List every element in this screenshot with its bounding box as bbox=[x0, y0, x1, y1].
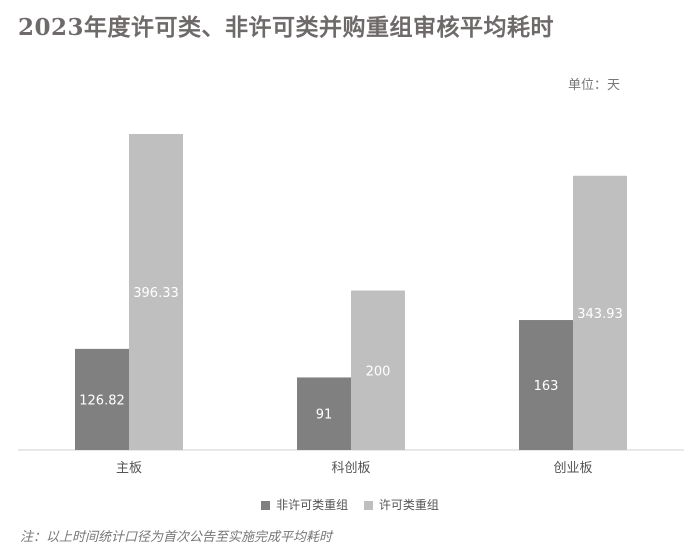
footnote: 注：以上时间统计口径为首次公告至实施完成平均耗时 bbox=[20, 530, 333, 545]
legend-label-non-licensed: 非许可类重组 bbox=[276, 498, 349, 512]
data-label-licensed-0: 396.33 bbox=[133, 286, 179, 301]
bar-licensed-1 bbox=[351, 290, 405, 450]
category-label-0: 主板 bbox=[116, 461, 142, 476]
bar-licensed-2 bbox=[573, 175, 627, 450]
bar-licensed-0 bbox=[129, 134, 183, 450]
data-label-non-licensed-1: 91 bbox=[316, 408, 333, 423]
category-label-2: 创业板 bbox=[553, 461, 592, 476]
data-label-licensed-1: 200 bbox=[366, 364, 391, 379]
data-label-non-licensed-2: 163 bbox=[534, 379, 559, 394]
bar-non-licensed-0 bbox=[75, 348, 129, 450]
bar-non-licensed-2 bbox=[519, 320, 573, 450]
chart-title: 2023年度许可类、非许可类并购重组审核平均耗时 bbox=[18, 14, 555, 41]
unit-label: 单位：天 bbox=[568, 78, 621, 93]
legend-item-licensed: 许可类重组 bbox=[363, 496, 439, 513]
legend-swatch-licensed bbox=[363, 501, 373, 510]
data-label-non-licensed-0: 126.82 bbox=[79, 393, 125, 408]
legend-swatch-non-licensed bbox=[261, 501, 271, 510]
data-label-licensed-2: 343.93 bbox=[577, 307, 623, 322]
category-label-1: 科创板 bbox=[331, 461, 370, 476]
legend-label-licensed: 许可类重组 bbox=[378, 498, 439, 512]
bar-chart: 126.82 396.33 主板 91 200 科创板 163 343.93 创业板 bbox=[18, 134, 684, 476]
legend: 非许可类重组 许可类重组 bbox=[0, 496, 700, 513]
legend-item-non-licensed: 非许可类重组 bbox=[261, 496, 348, 513]
bar-non-licensed-1 bbox=[297, 377, 351, 450]
